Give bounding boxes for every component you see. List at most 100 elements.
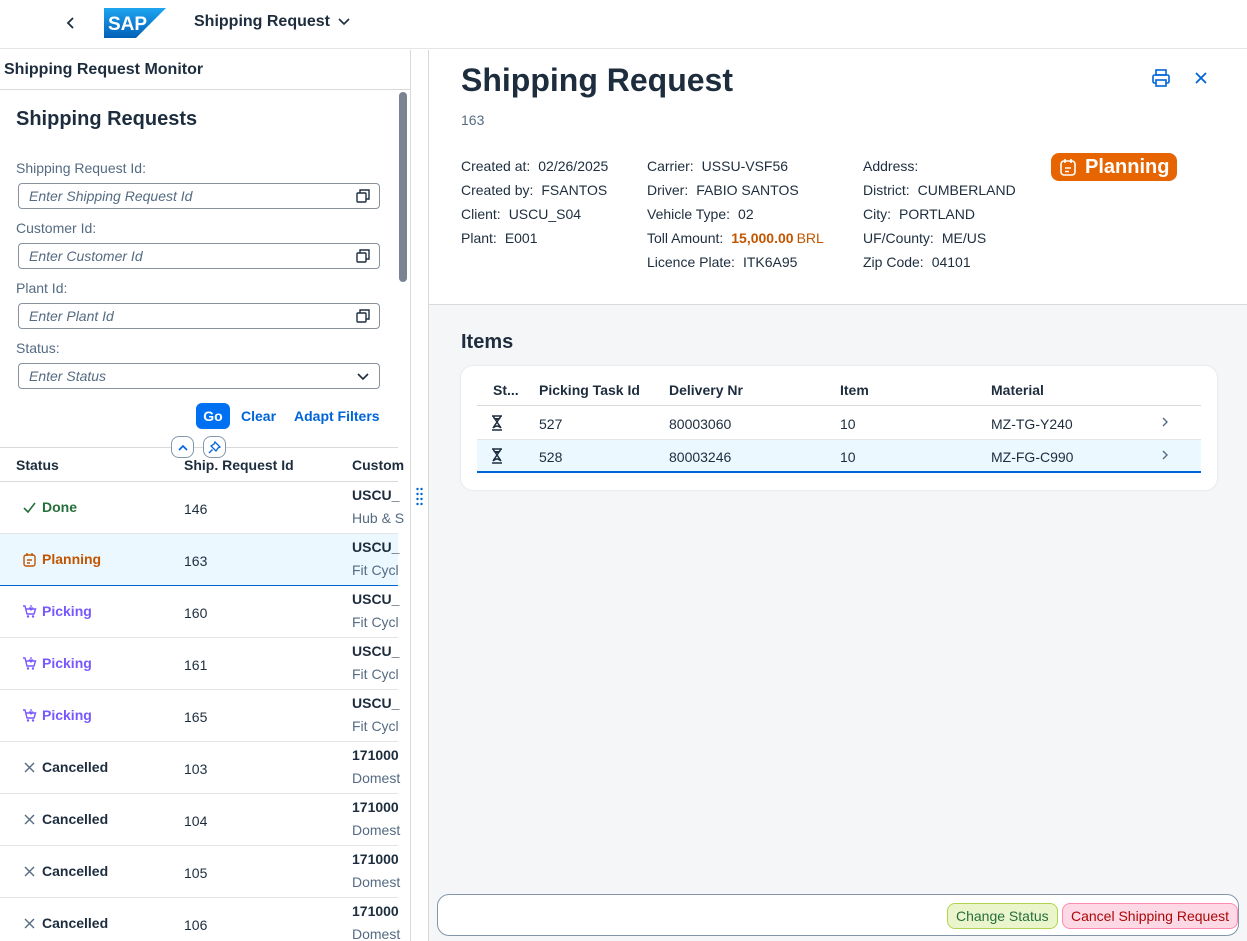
table-row[interactable]: Cancelled 103 171000 Domest xyxy=(0,742,400,794)
status-text: Picking xyxy=(42,655,92,671)
attr-zip-code: Zip Code: 04101 xyxy=(863,254,971,270)
table-row[interactable]: Picking 165 USCU_ Fit Cycl xyxy=(0,690,400,742)
print-icon[interactable] xyxy=(1150,67,1172,89)
filter-label-plant-id: Plant Id: xyxy=(16,280,68,296)
attr-value: FSANTOS xyxy=(541,182,608,198)
attr-label: UF/County: xyxy=(863,230,934,246)
chevron-right-icon[interactable] xyxy=(1161,448,1169,464)
material: MZ-TG-Y240 xyxy=(991,416,1073,432)
customer-name: Domest xyxy=(352,874,401,890)
attr-created-by: Created by: FSANTOS xyxy=(461,182,607,198)
master-panel: Shipping Request Monitor Shipping Reques… xyxy=(0,50,411,941)
input-placeholder: Enter Shipping Request Id xyxy=(29,188,193,204)
pin-icon xyxy=(208,440,221,453)
customer-name: Fit Cycl xyxy=(352,562,399,578)
table-row[interactable]: Picking 161 USCU_ Fit Cycl xyxy=(0,638,399,690)
plant-id-input[interactable]: Enter Plant Id xyxy=(18,303,380,329)
back-button[interactable] xyxy=(60,12,82,34)
hourglass-icon xyxy=(491,415,503,434)
attr-label: Created by: xyxy=(461,182,534,198)
value-help-icon[interactable] xyxy=(355,308,371,324)
column-header-picking-task[interactable]: Picking Task Id xyxy=(539,382,640,398)
svg-text:SAP: SAP xyxy=(108,14,147,35)
chevron-down-icon[interactable] xyxy=(355,368,371,384)
object-title: Shipping Request xyxy=(461,62,733,98)
item-nr: 10 xyxy=(840,449,856,465)
customer-id: USCU_ xyxy=(352,695,400,711)
collapse-header-button[interactable] xyxy=(171,436,194,458)
status-select[interactable]: Enter Status xyxy=(18,363,380,389)
input-placeholder: Enter Plant Id xyxy=(29,308,114,324)
column-header-item[interactable]: Item xyxy=(840,382,869,398)
attr-value: ITK6A95 xyxy=(742,254,798,270)
layout-splitter[interactable] xyxy=(412,50,427,941)
hourglass-icon xyxy=(491,448,503,467)
drag-handle-icon[interactable] xyxy=(415,485,424,507)
items-table-row[interactable]: 528 80003246 10 MZ-FG-C990 xyxy=(477,440,1201,473)
column-header-id[interactable]: Ship. Request Id xyxy=(184,457,294,473)
table-header: Status Ship. Request Id Custom xyxy=(0,448,404,482)
table-row[interactable]: Cancelled 104 171000 Domest xyxy=(0,794,400,846)
status-cell: Cancelled xyxy=(22,915,108,931)
picking-task-id: 527 xyxy=(539,416,563,432)
scrollbar[interactable] xyxy=(399,92,407,282)
cancel-shipping-request-button[interactable]: Cancel Shipping Request xyxy=(1062,903,1238,929)
value-help-icon[interactable] xyxy=(355,248,371,264)
app-title-menu[interactable]: Shipping Request xyxy=(194,13,350,31)
cross-icon xyxy=(24,918,35,928)
column-header-customer[interactable]: Custom xyxy=(352,457,405,473)
table-row[interactable]: Cancelled 105 171000 Domest xyxy=(0,846,401,898)
status-text: Done xyxy=(42,499,77,515)
object-subtitle: 163 xyxy=(461,112,485,128)
items-section-title: Items xyxy=(461,331,514,353)
cross-icon xyxy=(24,866,35,876)
shipping-request-id-input[interactable]: Enter Shipping Request Id xyxy=(18,183,380,209)
cart-icon xyxy=(23,708,37,722)
value-help-icon[interactable] xyxy=(355,188,371,204)
attr-label: Toll Amount: xyxy=(647,230,724,246)
attr-label: City: xyxy=(863,206,891,222)
status-cell: Cancelled xyxy=(22,811,108,827)
column-header-delivery[interactable]: Delivery Nr xyxy=(669,382,743,398)
adapt-filters-button[interactable]: Adapt Filters xyxy=(294,408,380,424)
request-id: 165 xyxy=(184,709,208,725)
request-id: 105 xyxy=(184,865,208,881)
cart-icon xyxy=(23,656,37,670)
request-id: 106 xyxy=(184,917,208,933)
attr-value: CUMBERLAND xyxy=(917,182,1016,198)
column-header-material[interactable]: Material xyxy=(991,382,1044,398)
chevron-right-icon[interactable] xyxy=(1161,415,1169,431)
status-cell: Picking xyxy=(22,707,92,723)
attr-value: 02/26/2025 xyxy=(538,158,609,174)
table-row[interactable]: Planning 163 USCU_ Fit Cycl xyxy=(0,534,400,586)
divider xyxy=(0,89,410,90)
customer-id-input[interactable]: Enter Customer Id xyxy=(18,243,380,269)
column-header-status[interactable]: Status xyxy=(16,457,59,473)
customer-name: Fit Cycl xyxy=(352,666,399,682)
status-text: Picking xyxy=(42,603,92,619)
attr-value: USSU-VSF56 xyxy=(701,158,789,174)
attr-city: City: PORTLAND xyxy=(863,206,975,222)
items-table-header: St... Picking Task Id Delivery Nr Item M… xyxy=(477,374,1201,406)
customer-id: USCU_ xyxy=(352,539,400,555)
close-icon[interactable] xyxy=(1190,67,1212,89)
status-text: Picking xyxy=(42,707,92,723)
items-table-row[interactable]: 527 80003060 10 MZ-TG-Y240 xyxy=(477,407,1201,440)
table-row[interactable]: Picking 160 USCU_ Fit Cycl xyxy=(0,586,400,638)
customer-id: USCU_ xyxy=(352,591,400,607)
status-text: Cancelled xyxy=(42,863,109,879)
request-id: 103 xyxy=(184,761,208,777)
table-row[interactable]: Done 146 USCU_ Hub & S xyxy=(0,482,404,534)
status-text: Cancelled xyxy=(42,915,109,931)
column-header-status[interactable]: St... xyxy=(493,382,519,398)
table-row[interactable]: Cancelled 106 171000 Domest xyxy=(0,898,400,941)
go-button[interactable]: Go xyxy=(196,403,230,429)
pin-header-button[interactable] xyxy=(203,436,226,458)
clear-button[interactable]: Clear xyxy=(241,408,277,424)
customer-name: Fit Cycl xyxy=(352,718,399,734)
filter-label-status: Status: xyxy=(16,340,60,356)
attr-client: Client: USCU_S04 xyxy=(461,206,581,222)
change-status-button[interactable]: Change Status xyxy=(947,903,1058,929)
object-header: Shipping Request 163 Created at: 02/26/20… xyxy=(429,50,1247,305)
status-cell: Cancelled xyxy=(22,863,108,879)
